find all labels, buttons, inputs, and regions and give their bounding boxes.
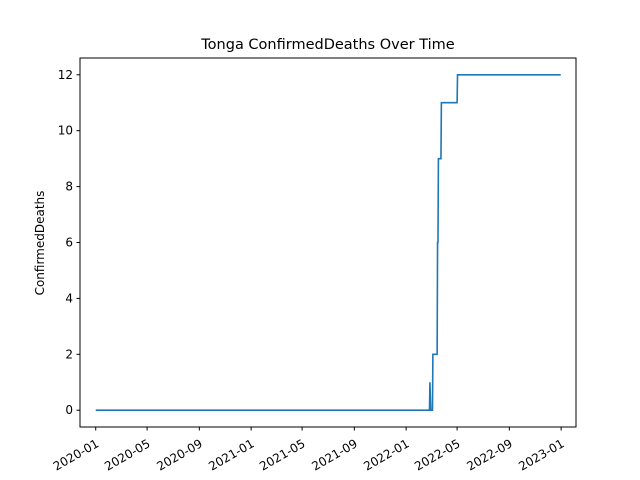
y-tick-label: 2 xyxy=(65,347,73,361)
y-tick-label: 0 xyxy=(65,403,73,417)
plot-series xyxy=(95,73,561,412)
x-tick-label: 2023-01 xyxy=(516,436,566,473)
x-tick-label: 2021-05 xyxy=(257,436,307,473)
x-tick-label: 2021-09 xyxy=(309,436,359,473)
x-tick-label: 2020-01 xyxy=(51,436,101,473)
x-tick-label: 2022-09 xyxy=(464,436,514,473)
y-tick-label: 4 xyxy=(65,291,73,305)
y-axis-label: ConfirmedDeaths xyxy=(33,191,47,296)
x-tick-label: 2022-01 xyxy=(361,436,411,473)
x-tick-label: 2020-05 xyxy=(102,436,152,473)
plot-area-frame xyxy=(79,57,577,428)
y-tick-label: 10 xyxy=(58,124,73,138)
series-line xyxy=(95,73,561,412)
x-tick-label: 2021-01 xyxy=(206,436,256,473)
x-tick-label: 2020-09 xyxy=(154,436,204,473)
x-ticks: 2020-01 2020-05 2020-09 2021-01 2021-05 2021-… xyxy=(51,427,567,474)
chart-title: Tonga ConfirmedDeaths Over Time xyxy=(200,37,454,53)
y-tick-label: 8 xyxy=(65,180,73,194)
y-tick-label: 6 xyxy=(65,236,73,250)
y-ticks: 0 2 4 6 8 10 12 xyxy=(58,68,80,417)
x-tick-label: 2022-05 xyxy=(412,436,462,473)
y-tick-label: 12 xyxy=(58,68,73,82)
